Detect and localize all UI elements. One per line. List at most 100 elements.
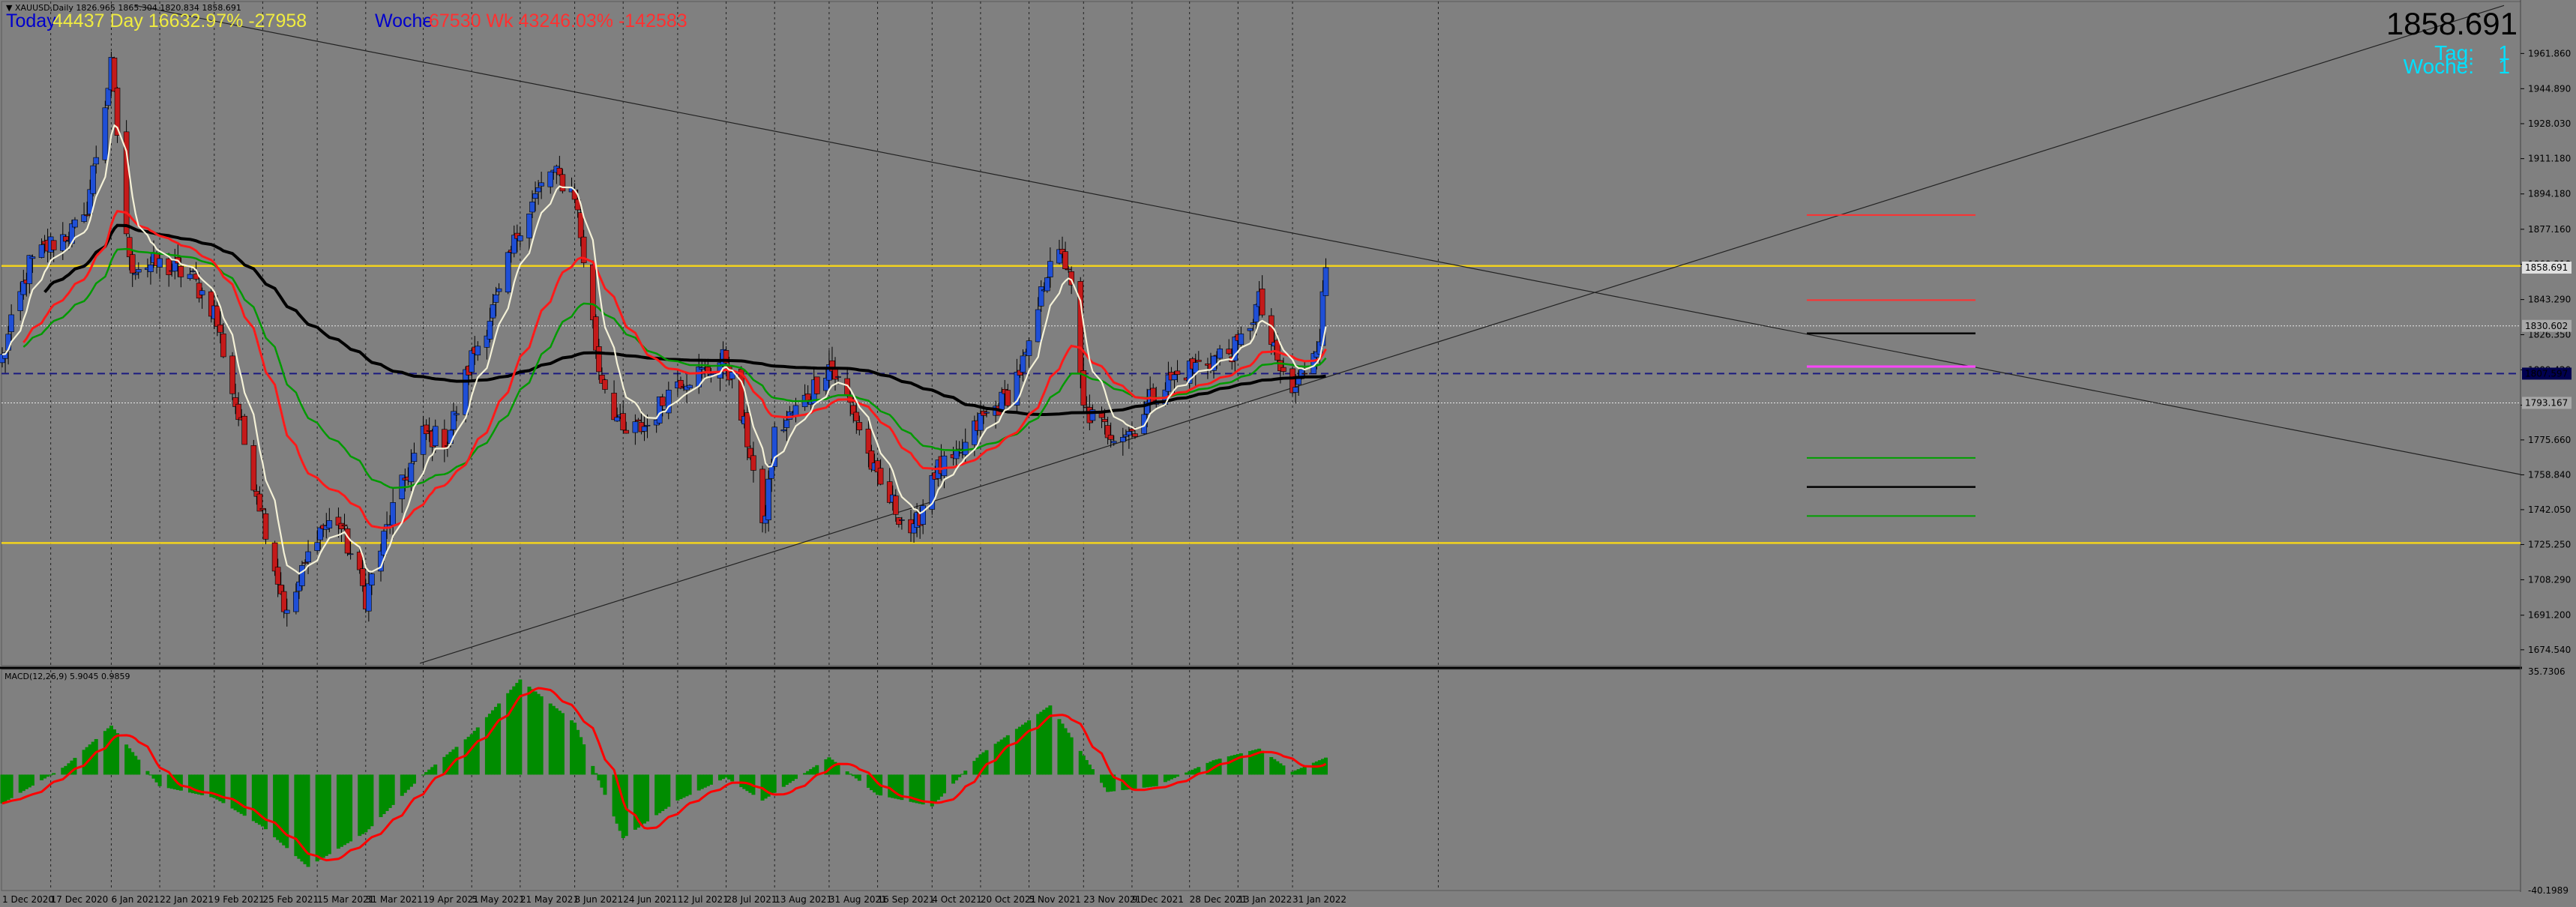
bear-candle (280, 591, 287, 612)
bear-candle (271, 542, 278, 572)
bull-candle (296, 581, 302, 591)
macd-bar (1027, 720, 1032, 775)
macd-bar (897, 774, 901, 800)
macd-bar (963, 771, 968, 775)
macd-bar (61, 768, 65, 775)
macd-bar (1299, 768, 1304, 775)
macd-tick-label: -40.1989 (2528, 885, 2569, 896)
macd-bar (327, 774, 331, 855)
macd-bar (636, 774, 640, 828)
macd-bar (645, 774, 650, 822)
macd-bar (909, 774, 913, 802)
macd-bar (1045, 707, 1050, 775)
macd-bar (1005, 735, 1010, 775)
date-tick-label: 12 Jul 2021 (678, 894, 729, 905)
date-tick-label: 9 Feb 2021 (214, 894, 265, 905)
bull-candle (381, 531, 387, 555)
bull-candle (366, 583, 372, 612)
candlesticks (0, 51, 1329, 627)
bear-candle (256, 493, 263, 512)
macd-bar (336, 774, 340, 849)
macd-bar (615, 774, 619, 824)
macd-bar (1081, 755, 1086, 775)
woche-overlap-text: 67530 Wk 43246.03% -142583 (429, 10, 687, 31)
macd-bar (1281, 765, 1286, 775)
bull-candle (26, 255, 33, 284)
bull-candle (962, 442, 969, 456)
macd-bar (1106, 774, 1110, 792)
macd-bar (73, 758, 77, 775)
macd-tick-label: 35.7306 (2528, 666, 2566, 677)
bear-candle (577, 212, 584, 238)
macd-bar (687, 774, 692, 795)
macd-bar (364, 774, 368, 833)
macd-bar (27, 774, 31, 788)
macd-bar (984, 750, 989, 775)
macd-bar (43, 774, 47, 779)
macd-bar (769, 774, 774, 795)
bear-candle (445, 445, 451, 447)
bull-candle (496, 288, 502, 292)
bear-candle (829, 360, 835, 372)
macd-bar (427, 769, 432, 775)
symbol-line: ▼ XAUUSD,Daily 1826.965 1865.304 1820.83… (6, 3, 241, 13)
bull-candle (60, 234, 66, 251)
macd-bar (576, 729, 580, 775)
macd-bar (285, 774, 289, 849)
macd-bar (717, 774, 722, 781)
bull-candle (1144, 401, 1150, 415)
macd-bar (560, 713, 565, 775)
bull-candle (1211, 355, 1217, 371)
macd-bar (1142, 774, 1146, 788)
macd-bar (497, 703, 502, 775)
macd-bar (509, 690, 514, 775)
macd-bar (445, 754, 450, 775)
macd-bar (251, 774, 256, 822)
macd-bar (803, 773, 807, 775)
macd-bar (684, 774, 689, 797)
macd-bar (1087, 765, 1092, 775)
macd-bar (727, 774, 732, 780)
bear-candle (620, 413, 627, 431)
bear-candle (886, 481, 893, 503)
macd-bar (151, 774, 156, 779)
macd-bar (1251, 750, 1256, 775)
macd-bar (866, 774, 870, 788)
macd-bar (1020, 724, 1025, 775)
price-axis: 1961.860 1944.890 1928.030 1911.180 1894.180… (2521, 48, 2572, 896)
macd-bar (106, 728, 110, 775)
macd-bar (343, 774, 347, 846)
macd-bar (530, 689, 535, 775)
bear-candle (1107, 435, 1114, 440)
macd-bar (612, 774, 616, 817)
bear-candle (214, 305, 220, 327)
bear-candle (111, 57, 118, 92)
bear-candle (126, 237, 133, 258)
macd-bar (654, 774, 659, 816)
bull-candle (1047, 261, 1053, 277)
bull-candle (1141, 414, 1147, 434)
bear-candle (877, 468, 884, 485)
bear-candle (723, 350, 729, 364)
bear-candle (277, 585, 284, 594)
bull-candle (538, 182, 544, 187)
bull-candle (1165, 374, 1172, 392)
macd-bar (1317, 760, 1322, 775)
bear-candle (338, 522, 345, 529)
date-tick-label: 13 Aug 2021 (774, 894, 832, 905)
macd-bar (1191, 769, 1195, 775)
macd-bar (921, 774, 925, 805)
date-tick-label: 24 Jun 2021 (623, 894, 677, 905)
macd-bar (518, 679, 523, 775)
macd-bar (318, 774, 322, 860)
macd-bar (24, 774, 28, 789)
bear-candle (1101, 419, 1108, 422)
macd-bar (666, 774, 671, 807)
macd-bar (1176, 774, 1180, 777)
bull-candle (72, 219, 78, 228)
bull-candle (765, 478, 771, 520)
macd-bar (209, 774, 214, 798)
macd-bar (873, 774, 877, 793)
macd-bar (1042, 709, 1047, 775)
